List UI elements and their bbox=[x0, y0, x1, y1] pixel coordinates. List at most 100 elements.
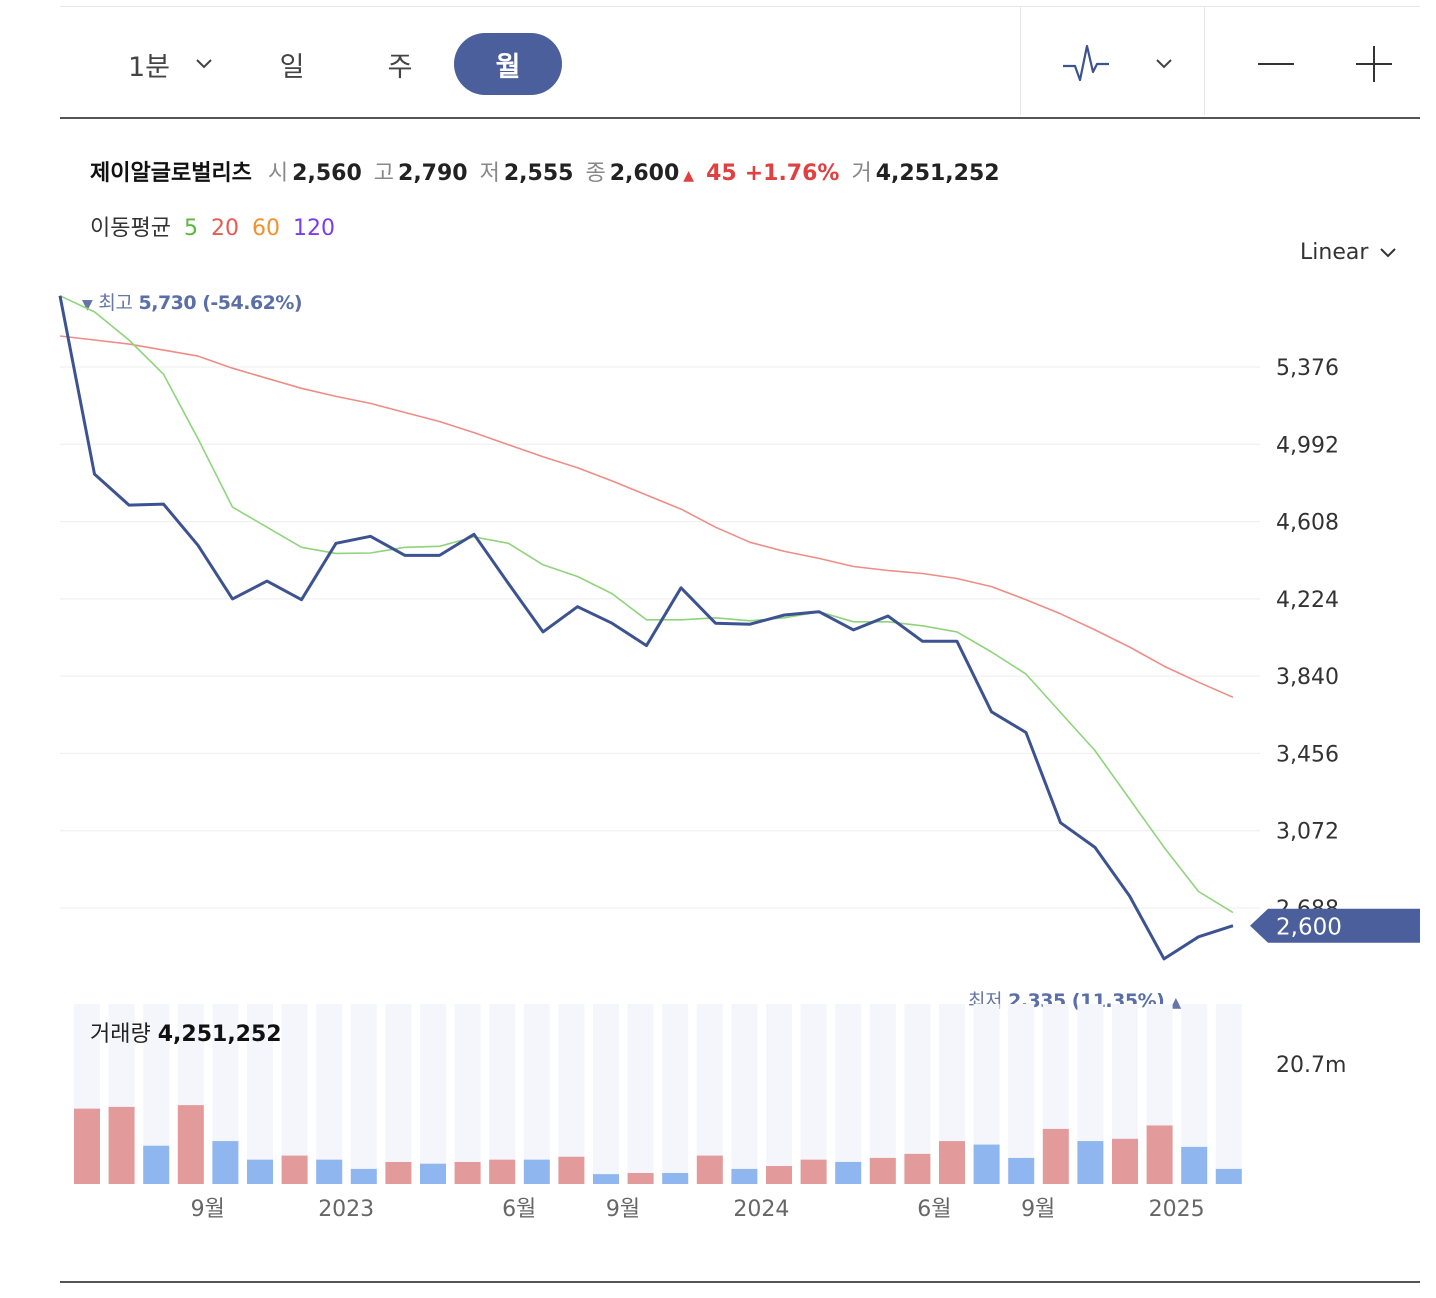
volume-bar bbox=[593, 1174, 619, 1184]
volume-bar bbox=[904, 1153, 931, 1184]
series-line-price bbox=[58, 295, 1234, 961]
open-value: 2,560 bbox=[292, 161, 362, 186]
volume-column-bg bbox=[593, 1004, 619, 1184]
y-tick-label: 4,224 bbox=[1276, 588, 1339, 613]
volume-column-bg bbox=[696, 1004, 723, 1184]
moving-average-legend: 이동평균 5 20 60 120 bbox=[90, 210, 341, 242]
volume-bar bbox=[281, 1155, 308, 1184]
volume-bar bbox=[1112, 1138, 1138, 1184]
volume-bar bbox=[420, 1163, 446, 1184]
volume-column-bg bbox=[454, 1004, 481, 1184]
volume-bar bbox=[350, 1168, 377, 1184]
volume-bars bbox=[74, 1105, 1242, 1184]
high-annotation: ▼ 최고 5,730 (-54.62%) bbox=[82, 288, 303, 315]
volume-bar bbox=[800, 1159, 827, 1184]
bottom-divider bbox=[60, 1281, 1420, 1283]
low-label: 저 bbox=[479, 161, 500, 186]
zoom-out-minus-icon[interactable] bbox=[1256, 33, 1296, 95]
volume-bar bbox=[177, 1105, 204, 1184]
volume-bar bbox=[1146, 1125, 1173, 1184]
x-tick-label: 9월 bbox=[606, 1197, 640, 1222]
divider bbox=[1204, 7, 1205, 115]
y-tick-label: 3,840 bbox=[1276, 665, 1339, 690]
volume-column-bg bbox=[1008, 1004, 1035, 1184]
x-tick-label: 6월 bbox=[502, 1197, 536, 1222]
volume-bar bbox=[74, 1108, 100, 1184]
y-axis: 5,3764,9924,6084,2243,8403,4563,0722,688… bbox=[1276, 356, 1346, 1078]
tab-month[interactable]: 월 bbox=[454, 33, 562, 95]
chart-type-line-icon[interactable] bbox=[1058, 33, 1114, 95]
x-tick-label: 2024 bbox=[733, 1197, 789, 1222]
volume-bar bbox=[523, 1159, 550, 1184]
volume-value: 4,251,252 bbox=[875, 161, 1000, 186]
tab-day-label: 일 bbox=[279, 51, 305, 83]
ma20-legend[interactable]: 20 bbox=[210, 216, 239, 241]
y-tick-label: 4,608 bbox=[1276, 511, 1339, 536]
volume-bar bbox=[212, 1141, 239, 1184]
volume-column-bg bbox=[281, 1004, 308, 1184]
scale-select[interactable]: Linear bbox=[1300, 240, 1397, 265]
volume-bar bbox=[454, 1161, 481, 1184]
last-price-tag: 2,600 bbox=[1250, 908, 1420, 943]
volume-bar bbox=[627, 1172, 654, 1184]
volume-column-bg bbox=[523, 1004, 550, 1184]
volume-column-bg bbox=[731, 1004, 758, 1184]
y-tick-label: 3,072 bbox=[1276, 820, 1339, 845]
low-value: 2,555 bbox=[503, 161, 574, 186]
volume-column-bg bbox=[835, 1004, 862, 1184]
volume-panel-label: 거래량 4,251,252 bbox=[90, 1016, 282, 1048]
series-line-ma5 bbox=[59, 295, 1234, 914]
chart-toolbar: 1분 일 주 월 bbox=[60, 6, 1420, 119]
high-annotation-value: 5,730 (-54.62%) bbox=[138, 292, 303, 314]
volume-bar bbox=[558, 1156, 585, 1184]
volume-bar bbox=[973, 1144, 1000, 1184]
volume-bar bbox=[247, 1159, 273, 1184]
x-tick-label: 9월 bbox=[191, 1197, 225, 1222]
volume-bar bbox=[766, 1166, 792, 1184]
low-up-arrow-icon: ▲ bbox=[1170, 995, 1181, 1011]
volume-axis-label: 20.7m bbox=[1276, 1053, 1346, 1078]
ma120-legend[interactable]: 120 bbox=[292, 216, 335, 241]
volume-column-bg bbox=[662, 1004, 689, 1184]
volume-column-bg bbox=[385, 1004, 412, 1184]
ma60-legend[interactable]: 60 bbox=[251, 216, 280, 241]
volume-bar bbox=[1042, 1128, 1069, 1184]
volume-panel-value: 4,251,252 bbox=[157, 1022, 282, 1047]
interval-label: 1분 bbox=[127, 51, 171, 83]
chart-type-chevron-down-icon[interactable] bbox=[1144, 33, 1184, 95]
y-tick-label: 3,456 bbox=[1276, 742, 1339, 767]
change-percent: +1.76% bbox=[744, 161, 840, 186]
volume-bar bbox=[108, 1106, 135, 1184]
divider bbox=[1020, 7, 1021, 115]
zoom-in-plus-icon[interactable] bbox=[1354, 33, 1394, 95]
volume-column-bg bbox=[420, 1004, 446, 1184]
close-label: 종 bbox=[585, 161, 606, 186]
volume-bar bbox=[662, 1172, 689, 1184]
x-axis: 9월 2023 6월 9월 2024 6월 9월 2025 bbox=[191, 1197, 1205, 1222]
x-tick-label: 6월 bbox=[917, 1197, 951, 1222]
volume-bar bbox=[1181, 1146, 1208, 1184]
tab-month-label: 월 bbox=[495, 51, 521, 83]
volume-bar bbox=[316, 1159, 343, 1184]
high-down-arrow-icon: ▼ bbox=[82, 297, 93, 313]
high-label: 고 bbox=[373, 161, 395, 186]
series-line-ma20 bbox=[59, 335, 1234, 699]
volume-column-bg bbox=[627, 1004, 654, 1184]
volume-column-bg bbox=[316, 1004, 343, 1184]
volume-bar bbox=[835, 1161, 862, 1184]
last-price-badge bbox=[1250, 908, 1420, 943]
volume-column-bg bbox=[869, 1004, 896, 1184]
tab-week[interactable]: 주 bbox=[370, 33, 430, 95]
volume-bar bbox=[1077, 1141, 1104, 1184]
tab-day[interactable]: 일 bbox=[262, 33, 322, 95]
interval-select[interactable]: 1분 bbox=[114, 33, 184, 95]
ma5-legend[interactable]: 5 bbox=[183, 216, 198, 241]
volume-bar bbox=[1008, 1157, 1035, 1184]
interval-chevron-down-icon[interactable] bbox=[184, 33, 224, 95]
volume-column-bg bbox=[800, 1004, 827, 1184]
high-annotation-label: 최고 bbox=[98, 292, 133, 314]
tab-week-label: 주 bbox=[387, 51, 413, 83]
price-summary: 제이알글로벌리츠 시 2,560 고 2,790 저 2,555 종 2,600… bbox=[90, 155, 1012, 187]
up-arrow-icon: ▲ bbox=[683, 168, 695, 184]
